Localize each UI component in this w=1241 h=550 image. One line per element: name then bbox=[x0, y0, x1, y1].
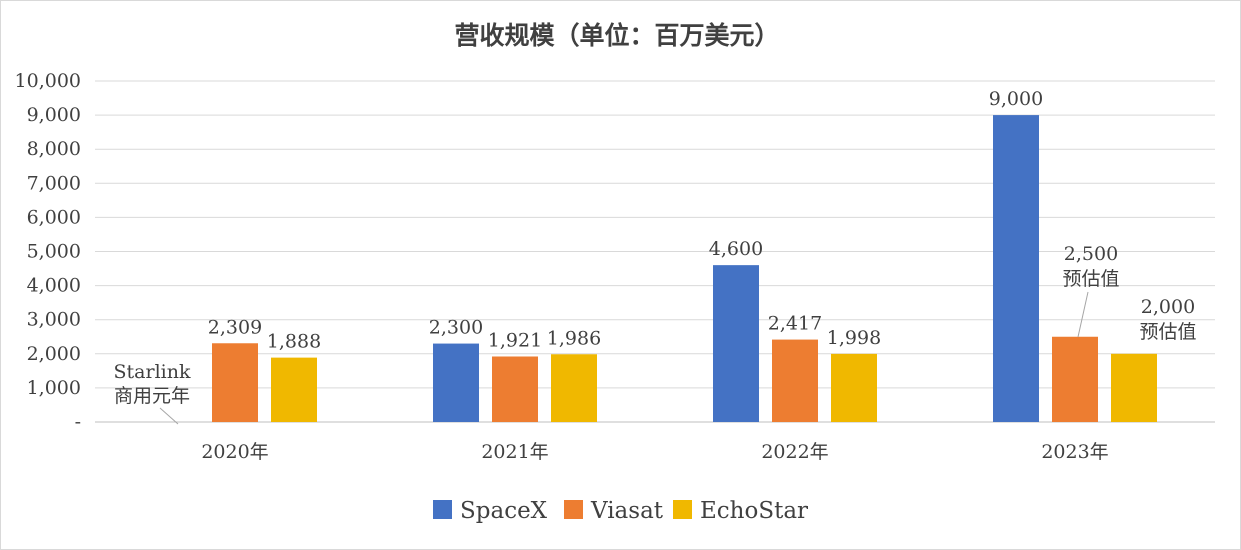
bar-spacex-2023年 bbox=[993, 115, 1039, 422]
y-tick-label: 4,000 bbox=[27, 275, 81, 297]
y-tick-label: 7,000 bbox=[27, 172, 81, 194]
y-tick-label: 9,000 bbox=[27, 104, 81, 126]
starlink-annotation-line1: Starlink bbox=[114, 361, 191, 383]
legend-label-viasat: Viasat bbox=[590, 498, 664, 524]
data-label: 2,309 bbox=[208, 316, 262, 338]
bar-echostar-2022年 bbox=[831, 353, 877, 422]
data-label: 1,986 bbox=[547, 327, 601, 349]
y-tick-label: 6,000 bbox=[27, 206, 81, 228]
bar-echostar-2021年 bbox=[551, 354, 597, 422]
data-label: 4,600 bbox=[709, 238, 763, 260]
legend-swatch-spacex bbox=[433, 500, 452, 519]
x-tick-label: 2020年 bbox=[201, 441, 268, 463]
data-label: 2,000 bbox=[1141, 296, 1195, 318]
gridlines bbox=[95, 80, 1215, 423]
annotations: Starlink 商用元年 预估值 预估值 bbox=[114, 268, 1197, 425]
data-label: 1,921 bbox=[488, 329, 542, 351]
legend-label-echostar: EchoStar bbox=[700, 498, 808, 524]
data-label: 1,998 bbox=[827, 327, 881, 349]
starlink-leader-line bbox=[159, 407, 179, 425]
data-label: 2,417 bbox=[768, 313, 822, 335]
bar-spacex-2022年 bbox=[713, 265, 759, 422]
legend-label-spacex: SpaceX bbox=[460, 498, 548, 524]
bar-viasat-2020年 bbox=[212, 343, 258, 422]
legend: SpaceX Viasat EchoStar bbox=[433, 498, 808, 524]
viasat-2023-leader-line bbox=[1077, 291, 1089, 338]
y-tick-label: 8,000 bbox=[27, 138, 81, 160]
y-tick-label: - bbox=[75, 411, 81, 433]
data-label: 2,300 bbox=[429, 317, 483, 339]
bars bbox=[212, 115, 1157, 422]
bar-echostar-2023年 bbox=[1111, 353, 1157, 422]
bar-echostar-2020年 bbox=[271, 357, 317, 422]
y-tick-label: 1,000 bbox=[27, 377, 81, 399]
x-axis-ticks: 2020年 2021年 2022年 2023年 bbox=[201, 441, 1108, 463]
data-label: 9,000 bbox=[989, 88, 1043, 110]
data-label: 2,500 bbox=[1064, 243, 1118, 265]
y-tick-label: 10,000 bbox=[15, 70, 81, 92]
legend-swatch-viasat bbox=[564, 500, 583, 519]
bar-viasat-2022年 bbox=[772, 339, 818, 422]
x-tick-label: 2023年 bbox=[1041, 441, 1108, 463]
data-label: 1,888 bbox=[267, 331, 321, 353]
y-tick-label: 3,000 bbox=[27, 309, 81, 331]
x-tick-label: 2021年 bbox=[481, 441, 548, 463]
x-tick-label: 2022年 bbox=[761, 441, 828, 463]
echostar-2023-estimate-label: 预估值 bbox=[1139, 321, 1196, 343]
viasat-2023-estimate-label: 预估值 bbox=[1062, 268, 1119, 290]
y-axis-ticks: - 1,000 2,000 3,000 4,000 5,000 6,000 7,000 8,00… bbox=[15, 70, 81, 433]
chart-title: 营收规模（单位：百万美元） bbox=[454, 21, 779, 50]
legend-swatch-echostar bbox=[673, 500, 692, 519]
bar-viasat-2021年 bbox=[492, 356, 538, 422]
bar-spacex-2021年 bbox=[433, 343, 479, 422]
y-tick-label: 5,000 bbox=[27, 241, 81, 263]
y-tick-label: 2,000 bbox=[27, 343, 81, 365]
starlink-annotation-line2: 商用元年 bbox=[114, 385, 190, 407]
bar-viasat-2023年 bbox=[1052, 336, 1098, 422]
